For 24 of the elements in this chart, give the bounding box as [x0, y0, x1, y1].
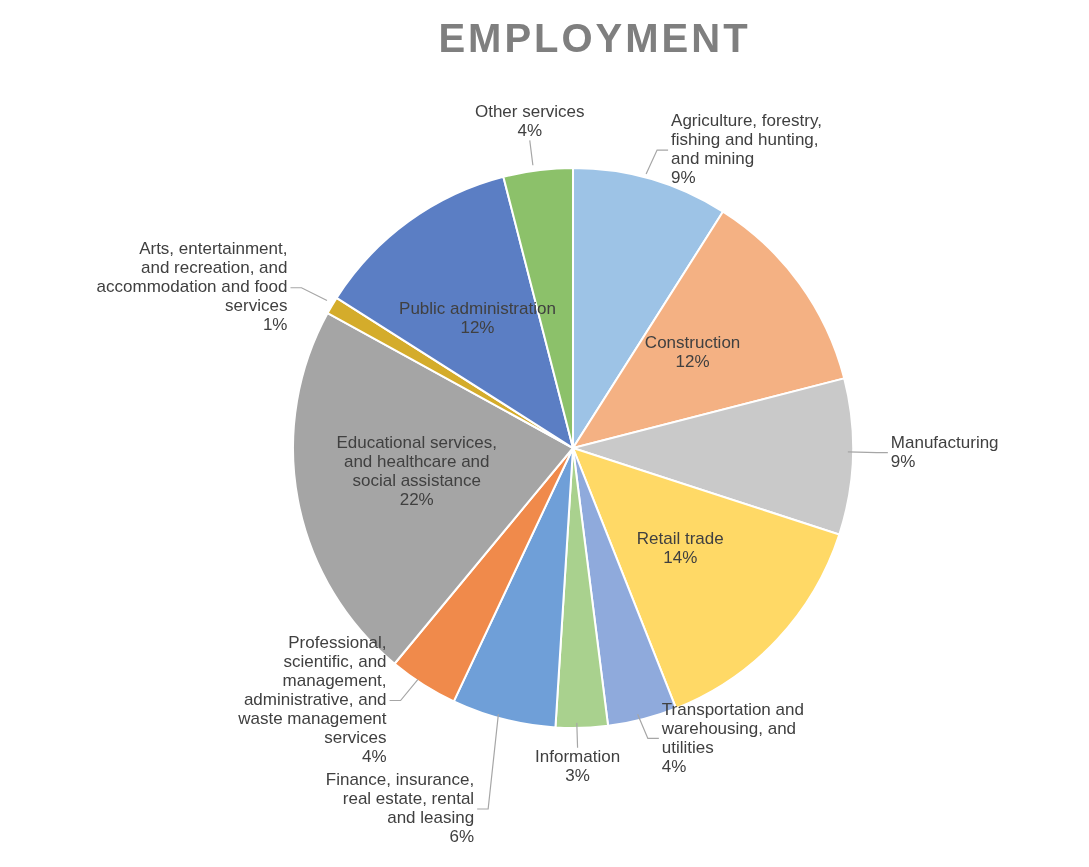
data-label: 9%: [890, 451, 916, 471]
slice-label: Retail trade: [636, 528, 724, 548]
slice-label: Construction: [644, 332, 741, 352]
slice-label: Information: [535, 747, 621, 767]
data-label: 1%: [262, 315, 288, 335]
data-label: 9%: [671, 168, 696, 188]
slice-label: Educational services, and healthcare and social assistance: [336, 433, 498, 491]
chart-title: EMPLOYMENT: [437, 15, 752, 62]
slice-label: Manufacturing: [890, 432, 999, 452]
slice-label: Finance, insurance, real estate, rental and leasing: [325, 770, 475, 828]
data-label: 4%: [361, 747, 387, 767]
data-label: 14%: [663, 547, 698, 567]
slice-label: Other services: [474, 101, 585, 121]
slice-label: Professional, scientific, and management, administrative, and waste management services: [237, 633, 387, 748]
data-label: 12%: [675, 351, 710, 371]
slice-label: Agriculture, forestry, fishing and hunting, and mining: [671, 111, 822, 169]
data-label: 12%: [460, 317, 495, 337]
data-label: 4%: [661, 756, 687, 776]
slice-label: Arts, entertainment, and recreation, and accommodation and food services: [96, 239, 288, 316]
data-label: 3%: [565, 766, 590, 786]
data-label: 4%: [517, 120, 543, 140]
slice-label: Transportation and warehousing, and utilities: [660, 699, 804, 757]
data-label: 22%: [399, 490, 434, 510]
data-label: 6%: [449, 827, 475, 847]
